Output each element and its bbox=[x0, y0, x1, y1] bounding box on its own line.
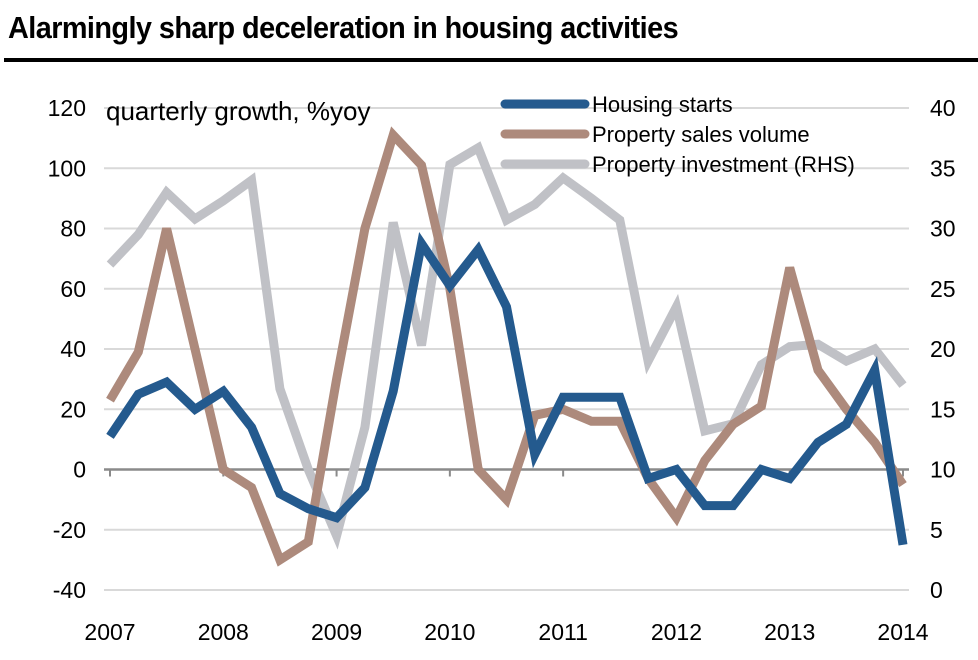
series-line-property-sales-volume bbox=[106, 126, 907, 567]
y-left-tick-label: 120 bbox=[48, 95, 86, 121]
y-left-tick-label: 40 bbox=[60, 336, 86, 362]
series-lines bbox=[106, 126, 908, 567]
series-line-housing-starts bbox=[106, 232, 908, 546]
x-tick-label: 2008 bbox=[198, 619, 249, 645]
y-right-tick-label: 35 bbox=[930, 155, 956, 181]
y-right-tick-label: 30 bbox=[930, 216, 956, 242]
y-right-tick-label: 15 bbox=[930, 396, 956, 422]
y-right-tick-label: 40 bbox=[930, 95, 956, 121]
x-tick-label: 2010 bbox=[424, 619, 475, 645]
y-right-tick-label: 0 bbox=[930, 577, 943, 603]
x-tick-label: 2011 bbox=[538, 619, 587, 645]
y-left-tick-label: 80 bbox=[60, 216, 86, 242]
x-tick-label: 2012 bbox=[651, 619, 702, 645]
x-tick-label: 2013 bbox=[764, 619, 815, 645]
chart-subtitle: quarterly growth, %yoy bbox=[106, 96, 370, 126]
y-left-tick-label: -40 bbox=[53, 577, 86, 603]
y-left-tick-label: 100 bbox=[48, 155, 86, 181]
y-right-tick-label: 20 bbox=[930, 336, 956, 362]
y-left-tick-label: 20 bbox=[60, 396, 86, 422]
y-left-tick-label: 60 bbox=[60, 276, 86, 302]
y-left-tick-label: -20 bbox=[53, 517, 86, 543]
y-axis-right: 40 35 30 25 20 15 10 5 0 bbox=[930, 95, 956, 603]
legend-label: Property investment (RHS) bbox=[592, 152, 855, 177]
y-axis-left: 120 100 80 60 40 20 0 -20 -40 bbox=[48, 95, 86, 603]
x-tick-label: 2009 bbox=[311, 619, 362, 645]
legend: Housing starts Property sales volume Prope… bbox=[500, 92, 855, 177]
y-right-tick-label: 25 bbox=[930, 276, 956, 302]
chart-title: Alarmingly sharp deceleration in housing… bbox=[8, 10, 679, 45]
legend-label: Property sales volume bbox=[592, 122, 810, 147]
y-left-tick-label: 0 bbox=[73, 457, 86, 483]
x-tick-label: 2007 bbox=[84, 619, 135, 645]
y-right-tick-label: 10 bbox=[930, 457, 956, 483]
x-tick-label: 2014 bbox=[877, 619, 928, 645]
title-underline bbox=[4, 58, 978, 62]
x-axis-labels: 2007 2008 2009 2010 2011 2012 2013 2014 bbox=[84, 619, 928, 645]
legend-label: Housing starts bbox=[592, 92, 733, 117]
y-right-tick-label: 5 bbox=[930, 517, 943, 543]
